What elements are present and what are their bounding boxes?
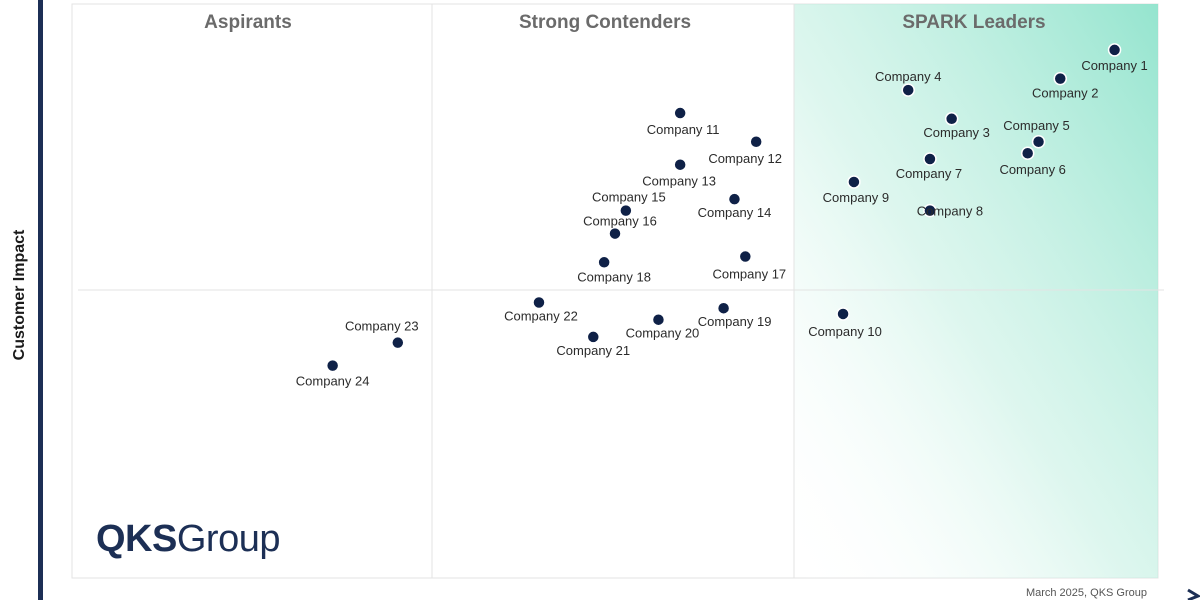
data-point-company-20 [651, 312, 666, 327]
source-note: March 2025, QKS Group [1026, 587, 1147, 599]
data-label-company-22: Company 22 [504, 308, 578, 323]
data-label-company-12: Company 12 [708, 151, 782, 166]
data-label-company-6: Company 6 [999, 162, 1065, 177]
data-point-company-10 [836, 307, 850, 321]
x-axis-arrow-icon [1187, 588, 1200, 600]
data-point-company-15 [619, 203, 633, 218]
qks-group-logo: QKSGroup [96, 518, 280, 561]
data-point-company-18 [597, 255, 611, 270]
data-label-company-18: Company 18 [577, 269, 651, 284]
data-point-company-5 [1031, 135, 1046, 149]
logo-bold-text: QKS [96, 518, 177, 560]
data-point-company-19 [716, 301, 731, 315]
data-label-company-19: Company 19 [698, 314, 772, 329]
data-label-company-14: Company 14 [698, 205, 772, 220]
data-label-company-10: Company 10 [808, 324, 882, 339]
data-label-company-4: Company 4 [875, 69, 941, 84]
data-point-company-21 [586, 330, 601, 344]
data-label-company-11: Company 11 [647, 122, 720, 137]
data-label-company-13: Company 13 [642, 174, 716, 189]
quadrant-label-spark-leaders: SPARK Leaders [902, 12, 1045, 33]
data-label-company-15: Company 15 [592, 190, 666, 205]
data-label-company-24: Company 24 [296, 374, 370, 389]
data-point-company-9 [847, 175, 861, 189]
data-points: Company 1 Company 2 Company 3 Company 4 Comp… [296, 43, 1148, 389]
data-point-company-17 [738, 249, 753, 264]
data-label-company-23: Company 23 [345, 319, 419, 334]
data-label-company-8: Company 8 [917, 204, 983, 219]
data-point-company-16 [608, 226, 622, 241]
data-label-company-5: Company 5 [1003, 118, 1069, 133]
data-point-company-11 [673, 106, 687, 120]
quadrant-label-aspirants: Aspirants [204, 12, 292, 33]
data-label-company-9: Company 9 [823, 190, 889, 205]
data-point-company-3 [944, 112, 959, 126]
data-point-company-8 [923, 203, 937, 218]
quadrant-label-strong-contenders: Strong Contenders [519, 12, 691, 33]
data-label-company-17: Company 17 [712, 267, 786, 282]
y-axis-line [38, 0, 43, 600]
data-label-company-16: Company 16 [583, 214, 657, 229]
data-point-company-4 [901, 83, 915, 97]
data-label-company-3: Company 3 [923, 125, 989, 140]
data-point-company-14 [727, 192, 742, 206]
logo-light-text: Group [176, 518, 281, 560]
data-point-company-1 [1107, 43, 1122, 57]
data-point-company-23 [391, 335, 405, 350]
data-point-company-12 [749, 135, 763, 149]
data-point-company-13 [673, 157, 687, 172]
y-axis-label: Customer Impact [11, 229, 28, 360]
data-point-company-2 [1053, 71, 1068, 86]
data-point-company-22 [532, 295, 546, 310]
data-point-company-6 [1020, 146, 1035, 160]
data-point-company-7 [923, 152, 937, 166]
data-label-company-20: Company 20 [626, 326, 700, 341]
leaders-region [794, 4, 1158, 578]
data-label-company-1: Company 1 [1081, 58, 1147, 73]
data-point-company-24 [325, 358, 340, 373]
data-label-company-21: Company 21 [556, 343, 630, 358]
data-label-company-7: Company 7 [896, 166, 962, 181]
data-label-company-2: Company 2 [1032, 86, 1098, 101]
